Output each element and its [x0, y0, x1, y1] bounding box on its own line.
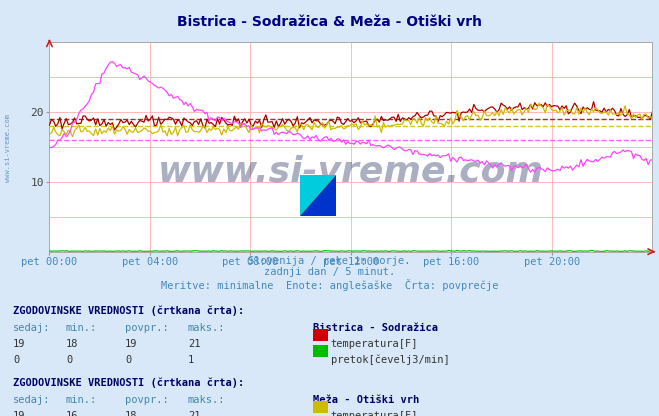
Polygon shape — [300, 175, 336, 216]
Text: Meritve: minimalne  Enote: anglešaške  Črta: povprečje: Meritve: minimalne Enote: anglešaške Črt… — [161, 279, 498, 291]
Text: 18: 18 — [125, 411, 138, 416]
Text: 1: 1 — [188, 355, 194, 365]
Text: maks.:: maks.: — [188, 323, 225, 333]
Text: www.si-vreme.com: www.si-vreme.com — [5, 114, 11, 182]
Text: 0: 0 — [125, 355, 131, 365]
Polygon shape — [300, 175, 336, 216]
Text: 19: 19 — [125, 339, 138, 349]
Text: 19: 19 — [13, 411, 26, 416]
Text: 21: 21 — [188, 411, 200, 416]
Text: temperatura[F]: temperatura[F] — [331, 411, 418, 416]
Text: ZGODOVINSKE VREDNOSTI (črtkana črta):: ZGODOVINSKE VREDNOSTI (črtkana črta): — [13, 378, 244, 388]
Text: 21: 21 — [188, 339, 200, 349]
Text: Bistrica - Sodražica & Meža - Otiški vrh: Bistrica - Sodražica & Meža - Otiški vrh — [177, 15, 482, 29]
Text: ZGODOVINSKE VREDNOSTI (črtkana črta):: ZGODOVINSKE VREDNOSTI (črtkana črta): — [13, 306, 244, 316]
Text: sedaj:: sedaj: — [13, 395, 51, 405]
Text: min.:: min.: — [66, 323, 97, 333]
Text: 0: 0 — [66, 355, 72, 365]
Text: 16: 16 — [66, 411, 78, 416]
Text: 19: 19 — [13, 339, 26, 349]
Text: Meža - Otiški vrh: Meža - Otiški vrh — [313, 395, 419, 405]
Text: 0: 0 — [13, 355, 19, 365]
Text: www.si-vreme.com: www.si-vreme.com — [158, 155, 544, 189]
Text: min.:: min.: — [66, 395, 97, 405]
Text: povpr.:: povpr.: — [125, 395, 169, 405]
Text: zadnji dan / 5 minut.: zadnji dan / 5 minut. — [264, 267, 395, 277]
Text: pretok[čevelj3/min]: pretok[čevelj3/min] — [331, 355, 449, 365]
Text: sedaj:: sedaj: — [13, 323, 51, 333]
Text: Slovenija / reke in morje.: Slovenija / reke in morje. — [248, 256, 411, 266]
Text: maks.:: maks.: — [188, 395, 225, 405]
Text: povpr.:: povpr.: — [125, 323, 169, 333]
Text: 18: 18 — [66, 339, 78, 349]
Text: Bistrica - Sodražica: Bistrica - Sodražica — [313, 323, 438, 333]
Text: temperatura[F]: temperatura[F] — [331, 339, 418, 349]
